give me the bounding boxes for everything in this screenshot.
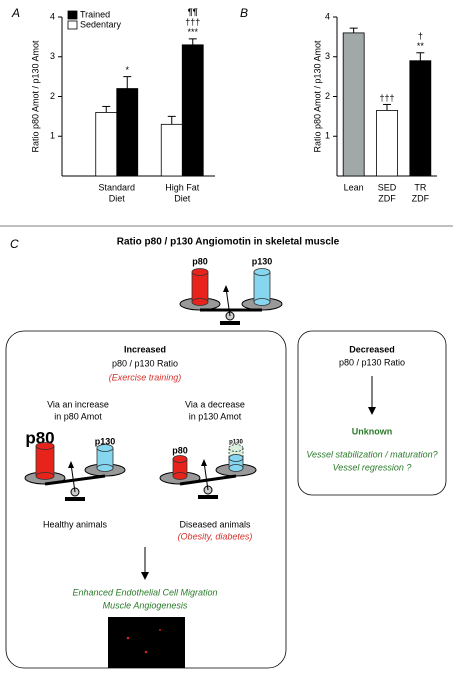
cell <box>159 629 161 631</box>
y-tick-label: 1 <box>325 131 330 141</box>
outcome: Healthy animals <box>43 519 108 529</box>
cylinder-body <box>253 271 271 303</box>
x-tick-label: ZDF <box>412 193 430 203</box>
cell <box>144 650 148 654</box>
beam <box>179 474 237 486</box>
needle-head <box>68 461 74 468</box>
decreased-box <box>297 330 447 496</box>
cylinder-top <box>253 268 271 276</box>
box-subtitle: p80 / p130 Ratio <box>339 357 405 367</box>
panel-label: C <box>10 237 19 251</box>
needle <box>203 461 209 491</box>
cell <box>126 636 130 640</box>
arrow-head <box>141 572 149 580</box>
caption: Via an increase <box>47 399 109 409</box>
cylinder-top <box>228 444 244 452</box>
y-tick-label: 2 <box>50 91 55 101</box>
significance: * <box>125 65 129 75</box>
legend-label: Sedentary <box>80 19 122 29</box>
significance: ¶¶ <box>188 7 198 17</box>
note: Vessel regression ? <box>333 462 412 472</box>
outcome: Diseased animals <box>179 519 251 529</box>
needle <box>225 287 231 317</box>
cylinder-base <box>35 472 55 480</box>
bar <box>181 44 204 177</box>
cylinder-body <box>191 271 209 303</box>
x-tick-label: High Fat <box>165 182 200 192</box>
panel-label: B <box>240 6 248 20</box>
micrograph <box>108 617 185 668</box>
x-tick-label: Standard <box>98 182 135 192</box>
cylinder-label: p80 <box>172 445 188 455</box>
bar <box>409 60 432 177</box>
box-note: (Exercise training) <box>109 372 182 382</box>
arrow-head <box>368 407 376 415</box>
significance: ** <box>417 41 425 51</box>
x-tick-label: SED <box>378 182 397 192</box>
cylinder-base <box>253 298 271 306</box>
y-tick-label: 3 <box>325 51 330 61</box>
y-tick-label: 4 <box>325 11 330 21</box>
cylinder-base <box>96 464 114 472</box>
result: Unknown <box>352 426 393 436</box>
needle-head <box>223 285 229 292</box>
x-tick-label: Diet <box>174 193 191 203</box>
outcome-note: (Obesity, diabetes) <box>178 531 253 541</box>
legend-label: Trained <box>80 9 110 19</box>
y-axis-label: Ratio p80 Amot / p130 Amot <box>312 40 322 153</box>
caption: in p80 Amot <box>54 411 102 421</box>
bar <box>95 112 118 177</box>
significance: *** <box>187 27 198 37</box>
cylinder-top <box>96 444 114 452</box>
bar <box>160 123 183 177</box>
cylinder-label: p130 <box>229 440 243 446</box>
cylinder-top <box>172 455 188 463</box>
x-tick-label: TR <box>414 182 426 192</box>
cylinder-top <box>228 454 244 462</box>
beam <box>44 474 106 486</box>
cylinder-base <box>172 472 188 480</box>
y-tick-label: 3 <box>50 51 55 61</box>
cylinder-top <box>35 442 55 450</box>
significance: ††† <box>185 17 200 27</box>
significance: ††† <box>379 93 394 103</box>
cylinder-label: p130 <box>252 256 273 266</box>
cylinder-label: p80 <box>192 256 208 266</box>
y-tick-label: 4 <box>50 11 55 21</box>
caption: Via a decrease <box>185 399 245 409</box>
stand <box>220 321 240 325</box>
bar <box>342 32 365 177</box>
y-axis-label: Ratio p80 Amot / p130 Amot <box>30 40 40 153</box>
box-heading: Decreased <box>349 344 395 354</box>
x-tick-label: ZDF <box>378 193 396 203</box>
stand <box>65 497 85 501</box>
cylinder-top <box>191 268 209 276</box>
panel-label: A <box>11 6 20 20</box>
cylinder-base <box>191 298 209 306</box>
note: Vessel stabilization / maturation? <box>306 449 437 459</box>
bar <box>376 110 398 177</box>
needle-head <box>201 459 207 466</box>
x-tick-label: Diet <box>109 193 126 203</box>
bar <box>116 88 139 177</box>
box-subtitle: p80 / p130 Ratio <box>112 358 178 368</box>
box-heading: Increased <box>124 344 166 354</box>
needle <box>70 463 76 493</box>
y-tick-label: 2 <box>325 91 330 101</box>
x-tick-label: Lean <box>344 182 364 192</box>
cylinder-label: p130 <box>95 436 116 446</box>
stand <box>198 495 218 499</box>
result: Muscle Angiogenesis <box>103 600 188 610</box>
diagram-title: Ratio p80 / p130 Angiomotin in skeletal … <box>117 237 340 248</box>
legend-swatch <box>67 10 78 20</box>
legend-swatch <box>67 20 78 30</box>
cylinder-body <box>35 445 55 477</box>
result: Enhanced Endothelial Cell Migration <box>72 587 217 597</box>
y-tick-label: 1 <box>50 131 55 141</box>
cylinder-base <box>228 464 244 472</box>
caption: in p130 Amot <box>189 411 242 421</box>
significance: † <box>418 31 423 41</box>
